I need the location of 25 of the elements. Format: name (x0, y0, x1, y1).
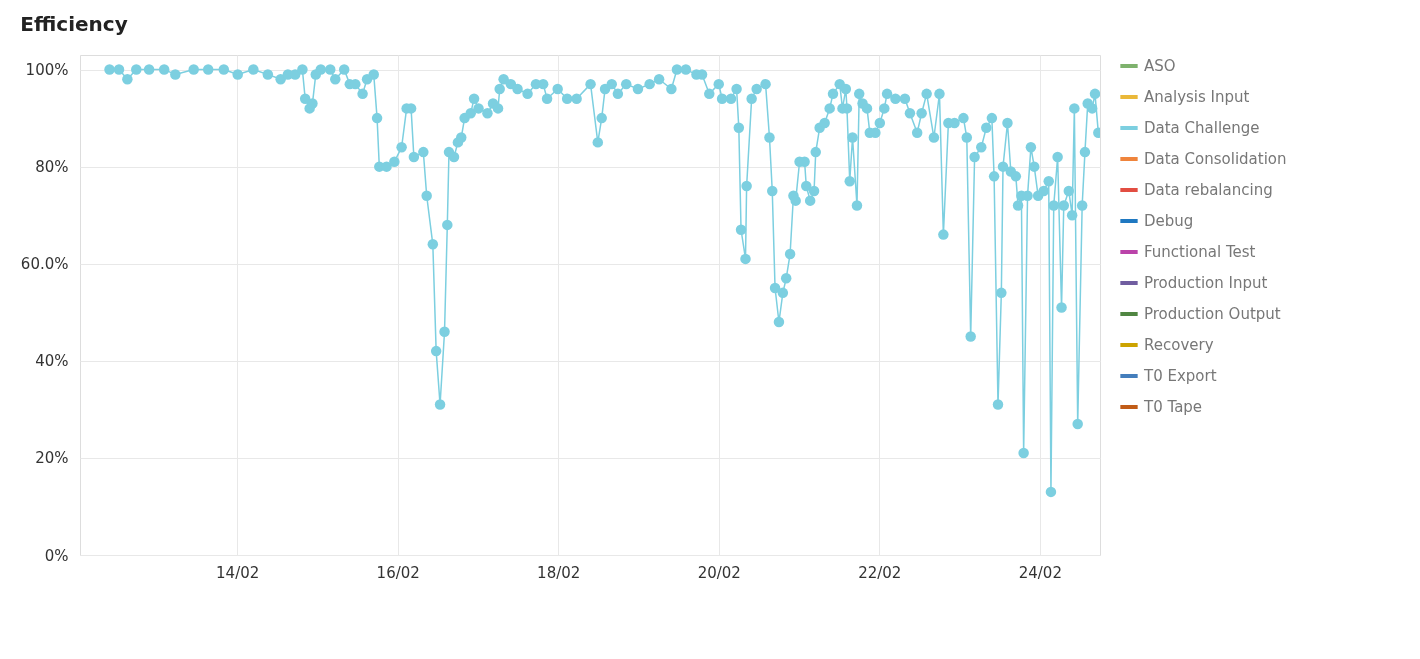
legend-label: T0 Tape (1143, 398, 1203, 416)
x-tick-label: 20/02 (697, 563, 741, 582)
legend-label: Data Consolidation (1144, 150, 1287, 168)
legend-label: Debug (1144, 212, 1194, 230)
y-tick-label: 60.0% (20, 255, 69, 274)
legend-label: Data Challenge (1144, 119, 1260, 137)
legend-label: Functional Test (1144, 243, 1256, 261)
x-tick-label: 18/02 (537, 563, 581, 582)
x-tick-label: 16/02 (376, 563, 420, 582)
chart-title: Efficiency (20, 12, 128, 36)
y-tick-label: 100% (25, 61, 69, 80)
legend-label: Analysis Input (1144, 88, 1250, 106)
x-tick-label: 22/02 (858, 563, 902, 582)
legend-label: Data rebalancing (1144, 181, 1273, 199)
legend-label: Production Input (1144, 274, 1268, 292)
y-tick-label: 80% (35, 158, 69, 177)
x-tick-label: 24/02 (1018, 563, 1062, 582)
legend-label: Recovery (1144, 336, 1214, 354)
legend-label: Production Output (1144, 305, 1281, 323)
legend-label: T0 Export (1143, 367, 1217, 385)
y-tick-label: 20% (35, 449, 69, 468)
legend-label: ASO (1144, 57, 1176, 75)
x-tick-label: 14/02 (216, 563, 260, 582)
y-tick-label: 0% (44, 546, 69, 565)
y-tick-label: 40% (35, 352, 69, 371)
